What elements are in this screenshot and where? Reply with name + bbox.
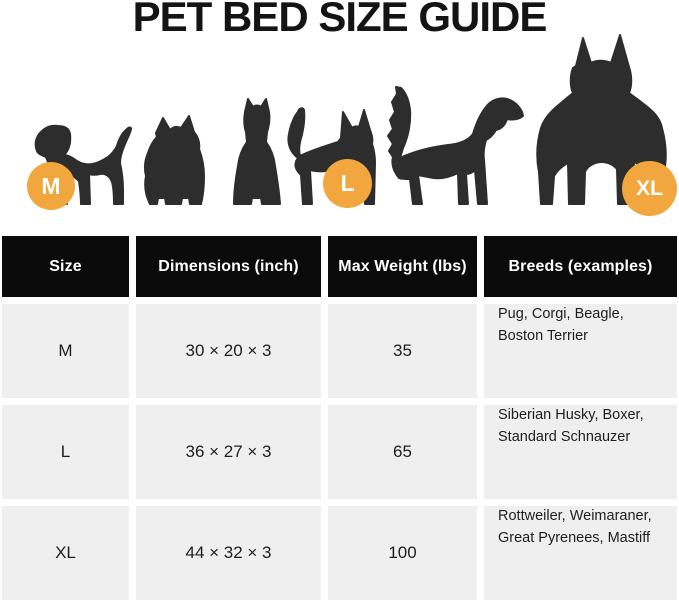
dog-silhouettes-graphic [34,34,667,205]
cell-breeds-xl: Rottweiler, Weimaraner, Great Pyrenees, … [484,506,677,600]
cell-dimensions-xl: 44 × 32 × 3 [136,506,321,600]
yorkshire-terrier-icon [143,115,205,205]
cell-size-m: M [2,304,129,398]
column-header-size: Size [2,236,129,297]
dog-size-lineup: M L XL [0,0,679,232]
column-header-dimensions: Dimensions (inch) [136,236,321,297]
size-badge-l-label: L [340,170,355,196]
breeds-line: Standard Schnauzer [498,428,631,445]
size-badge-l: L [323,159,372,208]
cell-breeds-m: Pug, Corgi, Beagle, Boston Terrier [484,304,677,398]
cell-max-weight-m: 35 [328,304,477,398]
cell-breeds-l: Siberian Husky, Boxer, Standard Schnauze… [484,405,677,499]
breeds-line: Great Pyrenees, Mastiff [498,529,651,546]
cell-size-xl: XL [2,506,129,600]
size-badge-m: M [27,162,75,210]
cell-dimensions-l: 36 × 27 × 3 [136,405,321,499]
breeds-line: Boston Terrier [498,327,588,344]
golden-retriever-icon [387,86,524,205]
size-guide-table: Size Dimensions (inch) Max Weight (lbs) … [2,236,677,600]
page-title: PET BED SIZE GUIDE [132,0,548,40]
breeds-line: Rottweiler, Weimaraner, [498,508,652,524]
cell-size-l: L [2,405,129,499]
wire-fox-terrier-icon [233,98,281,205]
breeds-line: Pug, Corgi, Beagle, [498,306,624,322]
size-badge-xl-label: XL [636,176,663,200]
size-badge-m-label: M [41,172,61,199]
cell-max-weight-l: 65 [328,405,477,499]
column-header-max-weight: Max Weight (lbs) [328,236,477,297]
doberman-icon [536,34,667,205]
breeds-line: Siberian Husky, Boxer, [498,407,644,423]
cell-dimensions-m: 30 × 20 × 3 [136,304,321,398]
size-badge-xl: XL [622,161,677,216]
column-header-breeds: Breeds (examples) [484,236,677,297]
cell-max-weight-xl: 100 [328,506,477,600]
